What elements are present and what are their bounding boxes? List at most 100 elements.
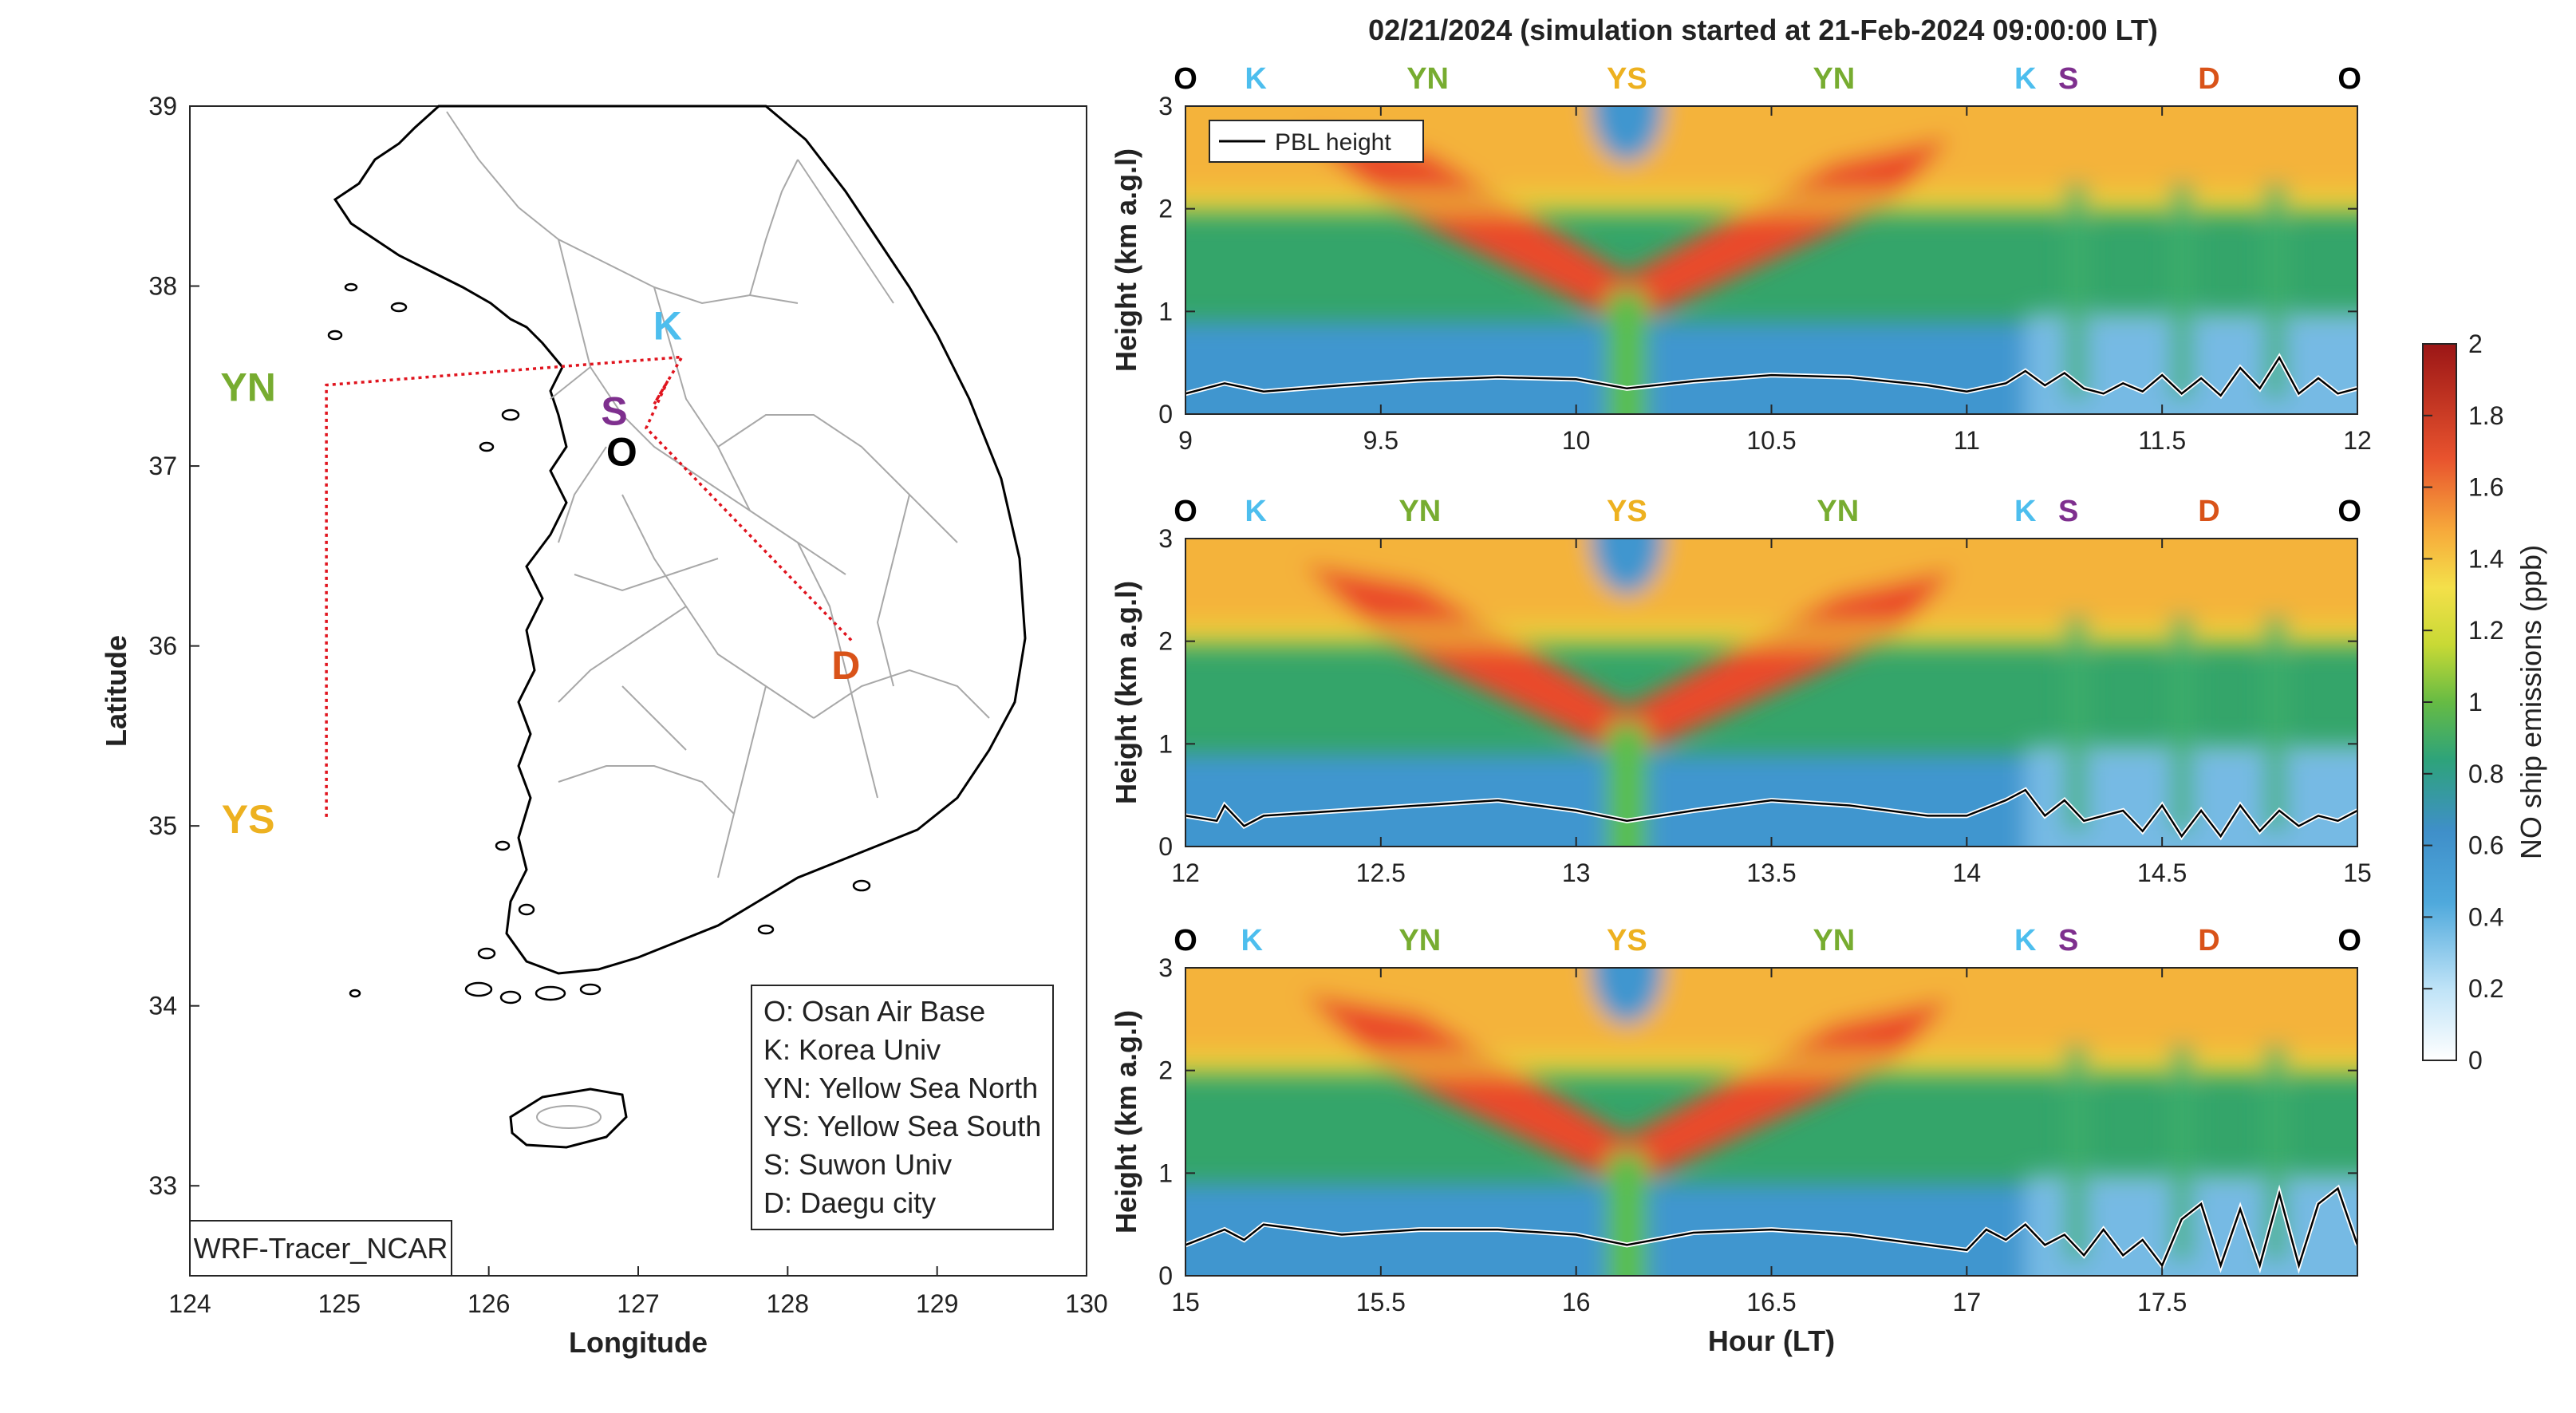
site-marker-o: O (1174, 62, 1197, 96)
map-y-tick-label: 39 (148, 92, 177, 120)
colorbar-tick-label: 2 (2468, 330, 2483, 358)
map-x-ticks: 124 125 126 127 128 129 130 (168, 1266, 1108, 1318)
colorbar-label: NO ship emissions (ppb) (2515, 545, 2547, 859)
site-marker-o: O (1174, 495, 1197, 528)
colorbar-tick-label: 0.4 (2468, 902, 2503, 931)
map-y-tick-label: 37 (148, 452, 177, 480)
site-marker-ys: YS (1607, 924, 1647, 957)
map-y-tick-label: 34 (148, 992, 177, 1020)
map-x-tick-label: 130 (1065, 1289, 1107, 1318)
colorbar-tick-label: 1 (2468, 688, 2483, 716)
y-tick-label: 1 (1158, 297, 1173, 326)
y-tick-label: 2 (1158, 195, 1173, 223)
y-axis-label: Height (km a.g.l) (1110, 581, 1142, 804)
field-plume-core (1302, 564, 1955, 760)
map-x-tick-label: 125 (318, 1289, 361, 1318)
pbl-height-line (1185, 355, 2357, 397)
field-layers (1185, 968, 2357, 1276)
x-tick-label: 17 (1953, 1288, 1982, 1316)
x-tick-label: 10 (1562, 426, 1591, 455)
y-tick-label: 3 (1158, 92, 1173, 120)
pbl-height-line (1185, 1186, 2357, 1269)
map-x-tick-label: 129 (916, 1289, 958, 1318)
x-tick-label: 16.5 (1746, 1288, 1796, 1316)
map-x-label: Longitude (569, 1326, 708, 1359)
y-tick-label: 2 (1158, 1056, 1173, 1085)
map-x-tick-label: 128 (767, 1289, 809, 1318)
x-tick-label: 9.5 (1363, 426, 1398, 455)
y-axis-label: Height (km a.g.l) (1110, 1010, 1142, 1233)
map-site-label-s: S (601, 389, 627, 433)
map-site-label-o: O (606, 430, 637, 475)
x-tick-label: 17.5 (2137, 1288, 2187, 1316)
map-x-tick-label: 126 (467, 1289, 510, 1318)
field-transition-band (1185, 187, 2357, 216)
site-marker-k: K (1245, 62, 1267, 96)
field-transition-band (1185, 620, 2357, 649)
site-marker-yn: YN (1406, 62, 1449, 96)
site-marker-o: O (2337, 924, 2361, 957)
site-legend-entry: K: Korea Univ (763, 1033, 941, 1066)
map-y-ticks: 33 34 35 36 37 38 39 (148, 92, 199, 1200)
y-axis-label: Height (km a.g.l) (1110, 148, 1142, 372)
site-legend-entry: D: Daegu city (763, 1186, 936, 1219)
field-ys-top-dip (1591, 968, 1663, 1024)
y-tick-label: 3 (1158, 524, 1173, 553)
map-x-tick-label: 127 (617, 1289, 659, 1318)
site-marker-d: D (2198, 62, 2219, 96)
x-tick-label: 12.5 (1356, 858, 1406, 887)
field-right-column (2169, 183, 2194, 399)
site-legend-box (751, 985, 1054, 1230)
field-layers (1185, 539, 2357, 847)
site-marker-ys: YS (1607, 495, 1647, 528)
x-tick-label: 13.5 (1746, 858, 1796, 887)
colorbar-tick-label: 0 (2468, 1046, 2483, 1075)
x-tick-label: 16 (1562, 1288, 1591, 1316)
site-marker-d: D (2198, 495, 2219, 528)
site-marker-yn: YN (1813, 62, 1855, 96)
y-tick-label: 0 (1158, 1261, 1173, 1290)
map-y-label: Latitude (100, 635, 132, 747)
site-marker-d: D (2198, 924, 2219, 957)
map-site-label-d: D (831, 643, 860, 688)
model-label: WRF-Tracer_NCAR (194, 1232, 448, 1265)
map-y-tick-label: 38 (148, 272, 177, 301)
x-tick-label: 12 (1171, 858, 1200, 887)
site-marker-o: O (1174, 924, 1197, 957)
model-label-box (189, 1220, 452, 1277)
map-site-label-k: K (653, 303, 682, 348)
x-tick-label: 11.5 (2138, 426, 2186, 455)
colorbar-tick-label: 0.8 (2468, 760, 2503, 788)
field-transition-band (1185, 1049, 2357, 1078)
pbl-height-line (1185, 788, 2357, 839)
x-tick-label: 12 (2343, 426, 2372, 455)
x-tick-label: 11 (1954, 426, 1980, 455)
colorbar-tick-label: 0.6 (2468, 831, 2503, 860)
concentration-field (1185, 968, 2357, 1276)
x-tick-label: 14 (1953, 858, 1982, 887)
field-right-column (2169, 1044, 2194, 1261)
x-tick-label: 14.5 (2137, 858, 2187, 887)
x-tick-label: 13 (1562, 858, 1591, 887)
y-tick-label: 2 (1158, 627, 1173, 656)
concentration-field (1185, 106, 2357, 414)
field-ys-top-dip (1591, 539, 1663, 594)
map-y-tick-label: 35 (148, 811, 177, 840)
site-marker-k: K (2014, 924, 2037, 957)
y-tick-label: 0 (1158, 832, 1173, 861)
x-tick-label: 15.5 (1356, 1288, 1406, 1316)
field-right-column (2263, 1044, 2288, 1261)
field-ys-column (1607, 1152, 1647, 1276)
map-panel: 124 125 126 127 128 129 130 33 34 35 36 37 38 39 Lon… (100, 92, 1108, 1359)
korea-landmass (327, 105, 1027, 1149)
field-right-column (2169, 615, 2194, 831)
site-marker-s: S (2058, 924, 2078, 957)
colorbar: 0 0.2 0.4 0.6 0.8 1 1.2 1.4 1.6 1.8 2 NO ship emis… (2422, 330, 2547, 1075)
site-marker-ys: YS (1607, 62, 1647, 96)
site-marker-k: K (1241, 924, 1264, 957)
jeju-island (509, 1087, 628, 1149)
colorbar-tick-label: 1.4 (2468, 544, 2503, 573)
field-plume-core (1302, 132, 1951, 327)
site-marker-o: O (2337, 62, 2361, 96)
